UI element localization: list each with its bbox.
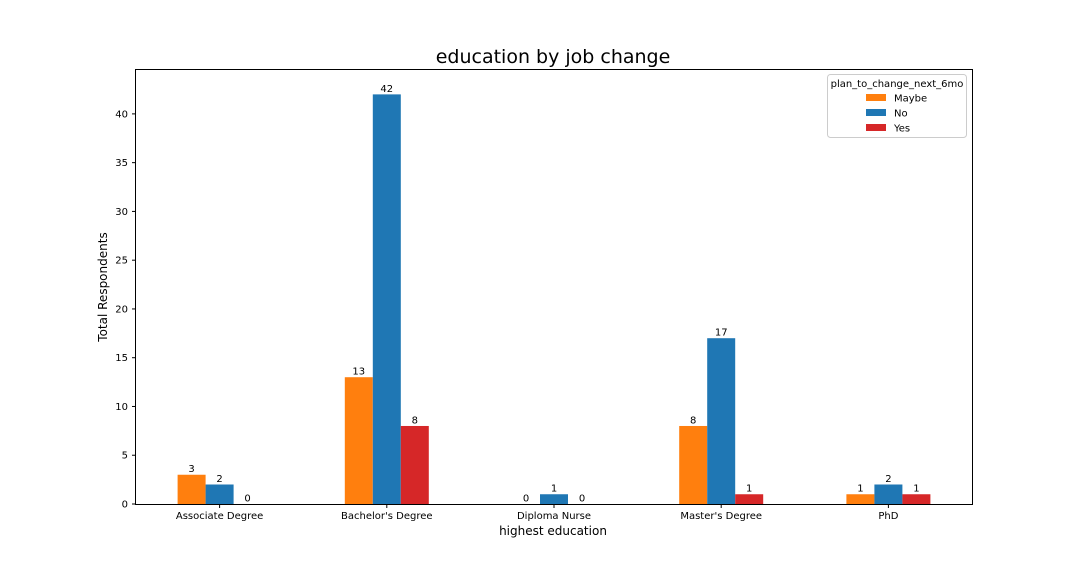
- y-tick-label: 25: [115, 256, 128, 267]
- data-label-maybe: 0: [523, 494, 529, 505]
- data-label-no: 2: [885, 474, 891, 485]
- bar-maybe: [344, 377, 373, 504]
- legend-swatch-no: [866, 109, 886, 116]
- x-axis: Associate Degree Bachelor's Degree Diploma…: [176, 504, 899, 522]
- legend-label-yes: Yes: [893, 124, 910, 135]
- data-label-no: 1: [551, 484, 557, 495]
- plot-frame: [135, 69, 973, 505]
- data-label-no: 42: [380, 84, 393, 95]
- data-label-maybe: 8: [690, 415, 696, 426]
- data-label-yes: 8: [412, 415, 418, 426]
- bar-maybe: [679, 425, 708, 504]
- data-labels-group: 3 2 0 13 42 8 0 1 0 8 17 1 1 2 1: [188, 84, 919, 505]
- bar-yes: [735, 494, 764, 504]
- legend-label-maybe: Maybe: [894, 94, 927, 105]
- bar-maybe: [177, 474, 206, 504]
- y-tick-label: 10: [115, 402, 128, 413]
- data-label-no: 2: [216, 474, 222, 485]
- data-label-yes: 0: [244, 494, 250, 505]
- data-label-no: 17: [715, 328, 728, 339]
- bars-group: [177, 94, 931, 504]
- data-label-yes: 1: [913, 484, 919, 495]
- y-tick-label: 30: [115, 207, 128, 218]
- bar-no: [874, 484, 903, 504]
- x-tick-label: Diploma Nurse: [517, 511, 591, 522]
- bar-yes: [902, 494, 931, 504]
- bar-no: [205, 484, 234, 504]
- legend-frame: [827, 74, 967, 138]
- bar-yes: [400, 425, 429, 504]
- x-tick-label: PhD: [878, 511, 898, 522]
- x-tick-label: Master's Degree: [680, 511, 762, 522]
- y-tick-label: 0: [122, 500, 128, 511]
- y-tick-label: 40: [115, 109, 128, 120]
- legend-swatch-maybe: [866, 94, 886, 101]
- y-tick-label: 20: [115, 304, 128, 315]
- legend-swatch-yes: [866, 124, 886, 131]
- y-tick-label: 15: [115, 353, 128, 364]
- y-tick-label: 5: [122, 451, 128, 462]
- data-label-yes: 1: [746, 484, 752, 495]
- bar-no: [707, 338, 736, 504]
- y-tick-label: 35: [115, 158, 128, 169]
- data-label-maybe: 13: [352, 367, 365, 378]
- data-label-maybe: 3: [188, 464, 194, 475]
- y-axis-label: Total Respondents: [96, 232, 110, 342]
- bar-maybe: [846, 494, 875, 504]
- data-label-maybe: 1: [857, 484, 863, 495]
- x-tick-label: Associate Degree: [176, 511, 263, 522]
- legend-label-no: No: [894, 109, 908, 120]
- legend: plan_to_change_next_6mo Maybe No Yes: [827, 74, 967, 138]
- legend-items: Maybe No Yes: [866, 94, 927, 135]
- y-axis: 0 5 10 15 20 25 30 35 40: [115, 109, 136, 511]
- x-axis-label: highest education: [499, 524, 607, 538]
- data-label-yes: 0: [579, 494, 585, 505]
- x-tick-label: Bachelor's Degree: [341, 511, 433, 522]
- legend-title: plan_to_change_next_6mo: [831, 79, 964, 90]
- bar-no: [540, 494, 568, 504]
- chart-title: education by job change: [436, 46, 671, 68]
- bar-no: [372, 94, 401, 504]
